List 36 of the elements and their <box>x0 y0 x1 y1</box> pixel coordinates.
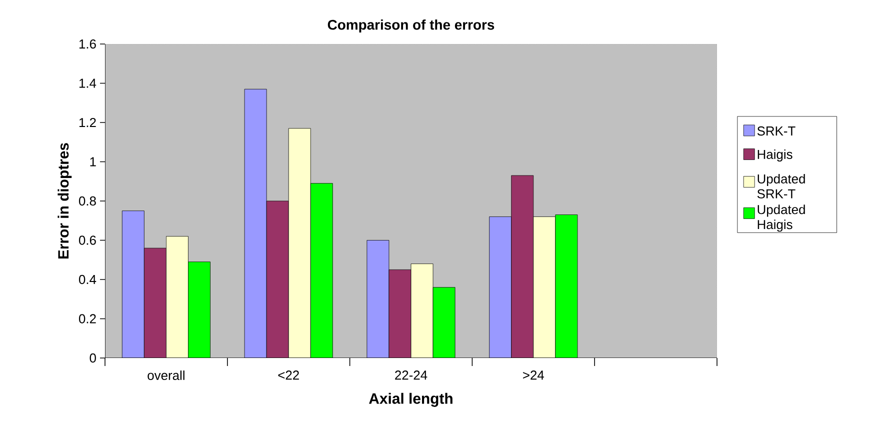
y-tick-label: 0 <box>90 353 96 363</box>
chart-title: Comparison of the errors <box>328 19 494 32</box>
y-tick-label: 1 <box>90 157 96 166</box>
y-tick-label: 1.4 <box>79 78 96 88</box>
bar <box>166 236 188 358</box>
bar <box>388 269 412 358</box>
legend-label: Updated SRK-T <box>757 174 805 198</box>
bar <box>188 262 210 358</box>
bar <box>310 183 333 358</box>
x-tick-label: 22-24 <box>395 370 428 380</box>
bar <box>244 88 267 358</box>
y-tick-label: 0.8 <box>78 196 96 206</box>
legend-label: SRK-T <box>757 126 796 136</box>
x-tick-label: overall <box>148 370 184 380</box>
y-tick-label: 1.6 <box>79 39 96 49</box>
x-tick-label: <22 <box>278 370 299 380</box>
y-tick-label: 0.4 <box>78 274 96 284</box>
y-tick-label: 0.2 <box>78 314 96 324</box>
bar <box>266 200 289 358</box>
bar <box>555 214 578 358</box>
bar <box>511 175 534 358</box>
bar <box>366 240 390 358</box>
legend-label: Haigis <box>758 149 792 162</box>
bar <box>288 128 311 358</box>
x-axis-title: Axial length <box>369 392 452 407</box>
x-tick-label: >24 <box>523 370 544 380</box>
bar <box>533 216 556 358</box>
bar <box>489 216 512 358</box>
bar <box>410 264 434 358</box>
legend-label: Updated Haigis <box>758 204 805 232</box>
y-tick-label: 1.2 <box>79 118 96 128</box>
y-axis-title: Error in dioptres <box>58 143 72 259</box>
y-tick-label: 0.6 <box>78 236 96 245</box>
bar <box>432 287 456 358</box>
bar <box>122 210 144 358</box>
bar <box>144 248 166 358</box>
